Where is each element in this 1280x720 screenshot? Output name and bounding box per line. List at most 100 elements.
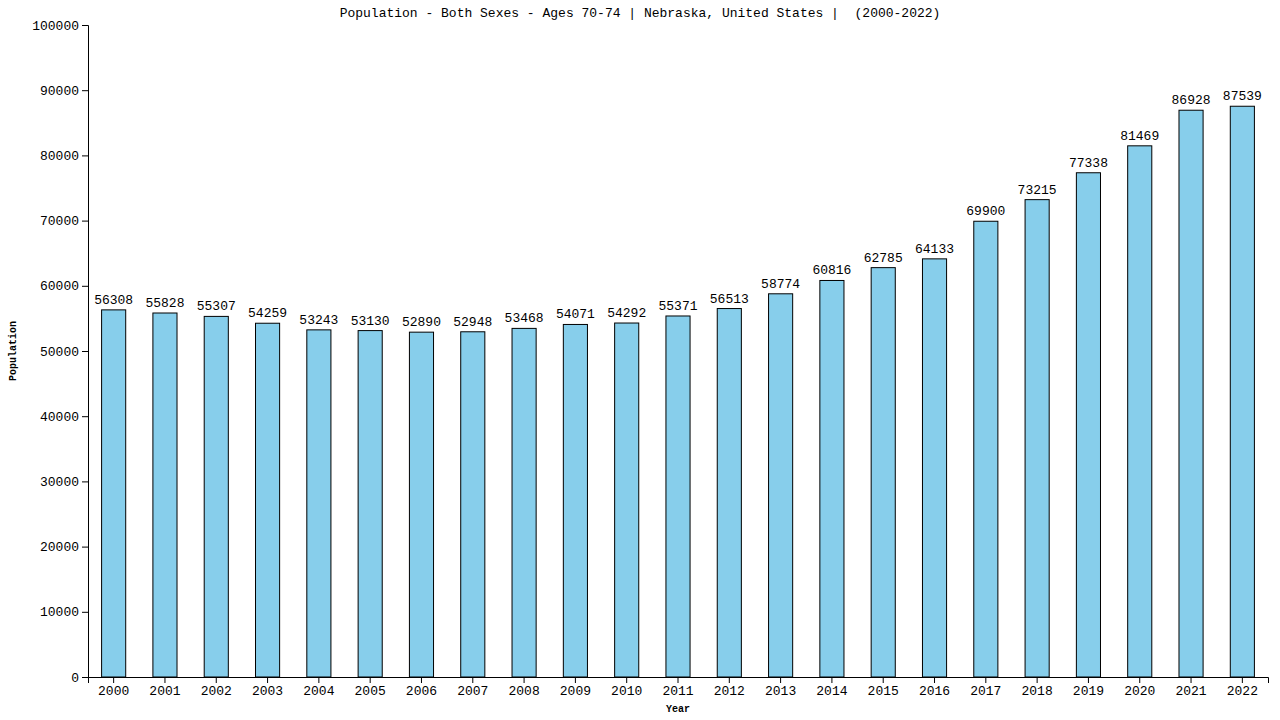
data-label: 86928: [1172, 93, 1211, 108]
x-tick-mark: [1139, 677, 1140, 683]
y-axis-line: [82, 26, 89, 678]
x-tick: 2011: [662, 677, 693, 699]
x-tick-mark: [164, 677, 165, 683]
x-tick-label: 2015: [868, 684, 899, 699]
x-tick-mark: [626, 677, 627, 683]
x-tick-label: 2009: [560, 684, 591, 699]
bar: [1128, 146, 1152, 677]
y-axis-title: Population: [8, 321, 19, 381]
y-tick-mark: [82, 155, 88, 156]
data-label: 53468: [505, 311, 544, 326]
x-tick-mark: [421, 677, 422, 683]
x-tick: 2015: [868, 677, 899, 699]
x-tick-mark: [267, 677, 268, 683]
x-tick-mark: [678, 677, 679, 683]
x-tick-label: 2017: [970, 684, 1001, 699]
y-tick: 100000: [32, 19, 88, 34]
data-label: 56308: [94, 293, 133, 308]
x-tick-label: 2011: [662, 684, 693, 699]
y-tick-mark: [82, 286, 88, 287]
x-tick-mark: [575, 677, 576, 683]
x-tick-label: 2003: [252, 684, 283, 699]
x-tick-mark: [883, 677, 884, 683]
bar: [1230, 106, 1254, 677]
x-tick: 2005: [355, 677, 386, 699]
x-tick-label: 2012: [714, 684, 745, 699]
y-tick-label: 30000: [40, 475, 79, 490]
y-tick-label: 20000: [40, 540, 79, 555]
bar: [409, 332, 433, 677]
x-tick-label: 2007: [457, 684, 488, 699]
x-tick-label: 2002: [201, 684, 232, 699]
x-tick: 2020: [1124, 677, 1155, 699]
data-label: 55828: [145, 296, 184, 311]
y-tick-mark: [82, 416, 88, 417]
y-tick: 70000: [40, 214, 88, 229]
data-label: 62785: [864, 251, 903, 266]
bar: [1076, 173, 1100, 677]
data-label: 87539: [1223, 89, 1262, 104]
x-tick: 2010: [611, 677, 642, 699]
chart: 5630855828553075425953243531305289052948…: [0, 0, 1280, 720]
x-tick: 2019: [1073, 677, 1104, 699]
x-tick-label: 2001: [149, 684, 180, 699]
y-tick-mark: [82, 677, 88, 678]
bar: [769, 294, 793, 677]
x-tick: 2007: [457, 677, 488, 699]
x-tick-mark: [113, 677, 114, 683]
y-tick-mark: [82, 351, 88, 352]
y-tick: 10000: [40, 605, 88, 620]
x-tick-mark: [985, 677, 986, 683]
x-axis-title: Year: [666, 704, 690, 715]
y-tick-mark: [82, 25, 88, 26]
x-tick-label: 2020: [1124, 684, 1155, 699]
x-tick: 2022: [1227, 677, 1258, 699]
x-tick: 2016: [919, 677, 950, 699]
data-label: 81469: [1120, 129, 1159, 144]
bar: [1025, 200, 1049, 677]
x-tick: 2006: [406, 677, 437, 699]
x-tick-mark: [370, 677, 371, 683]
data-label: 53243: [299, 313, 338, 328]
data-label: 58774: [761, 277, 800, 292]
data-labels: 5630855828553075425953243531305289052948…: [94, 89, 1262, 330]
y-tick: 20000: [40, 540, 88, 555]
bar: [512, 328, 536, 677]
x-tick-label: 2008: [508, 684, 539, 699]
x-tick: 2012: [714, 677, 745, 699]
x-tick-label: 2010: [611, 684, 642, 699]
title: Population - Both Sexes - Ages 70-74 | N…: [340, 6, 941, 21]
bar: [204, 316, 228, 677]
x-tick-label: 2005: [355, 684, 386, 699]
x-tick-label: 2022: [1227, 684, 1258, 699]
x-tick: 2000: [98, 677, 129, 699]
y-axis: 0100002000030000400005000060000700008000…: [32, 19, 88, 686]
y-tick-mark: [82, 90, 88, 91]
y-tick-label: 90000: [40, 84, 79, 99]
x-tick-mark: [524, 677, 525, 683]
bar: [102, 310, 126, 677]
x-tick: 2008: [508, 677, 539, 699]
y-tick: 90000: [40, 84, 88, 99]
x-tick-mark: [472, 677, 473, 683]
x-tick-mark: [780, 677, 781, 683]
y-tick-mark: [82, 612, 88, 613]
data-label: 54259: [248, 306, 287, 321]
data-label: 54071: [556, 307, 595, 322]
x-tick-label: 2013: [765, 684, 796, 699]
x-tick-label: 2004: [303, 684, 334, 699]
x-tick: 2014: [816, 677, 847, 699]
plot: 5630855828553075425953243531305289052948…: [32, 19, 1268, 700]
data-label: 77338: [1069, 156, 1108, 171]
y-tick-label: 80000: [40, 149, 79, 164]
y-tick-label: 50000: [40, 345, 79, 360]
x-tick: 2021: [1175, 677, 1206, 699]
y-tick: 80000: [40, 149, 88, 164]
data-label: 73215: [1018, 183, 1057, 198]
y-tick: 30000: [40, 475, 88, 490]
data-label: 60816: [812, 263, 851, 278]
y-tick-label: 60000: [40, 279, 79, 294]
x-tick-label: 2006: [406, 684, 437, 699]
bar: [153, 313, 177, 677]
x-tick-label: 2021: [1175, 684, 1206, 699]
